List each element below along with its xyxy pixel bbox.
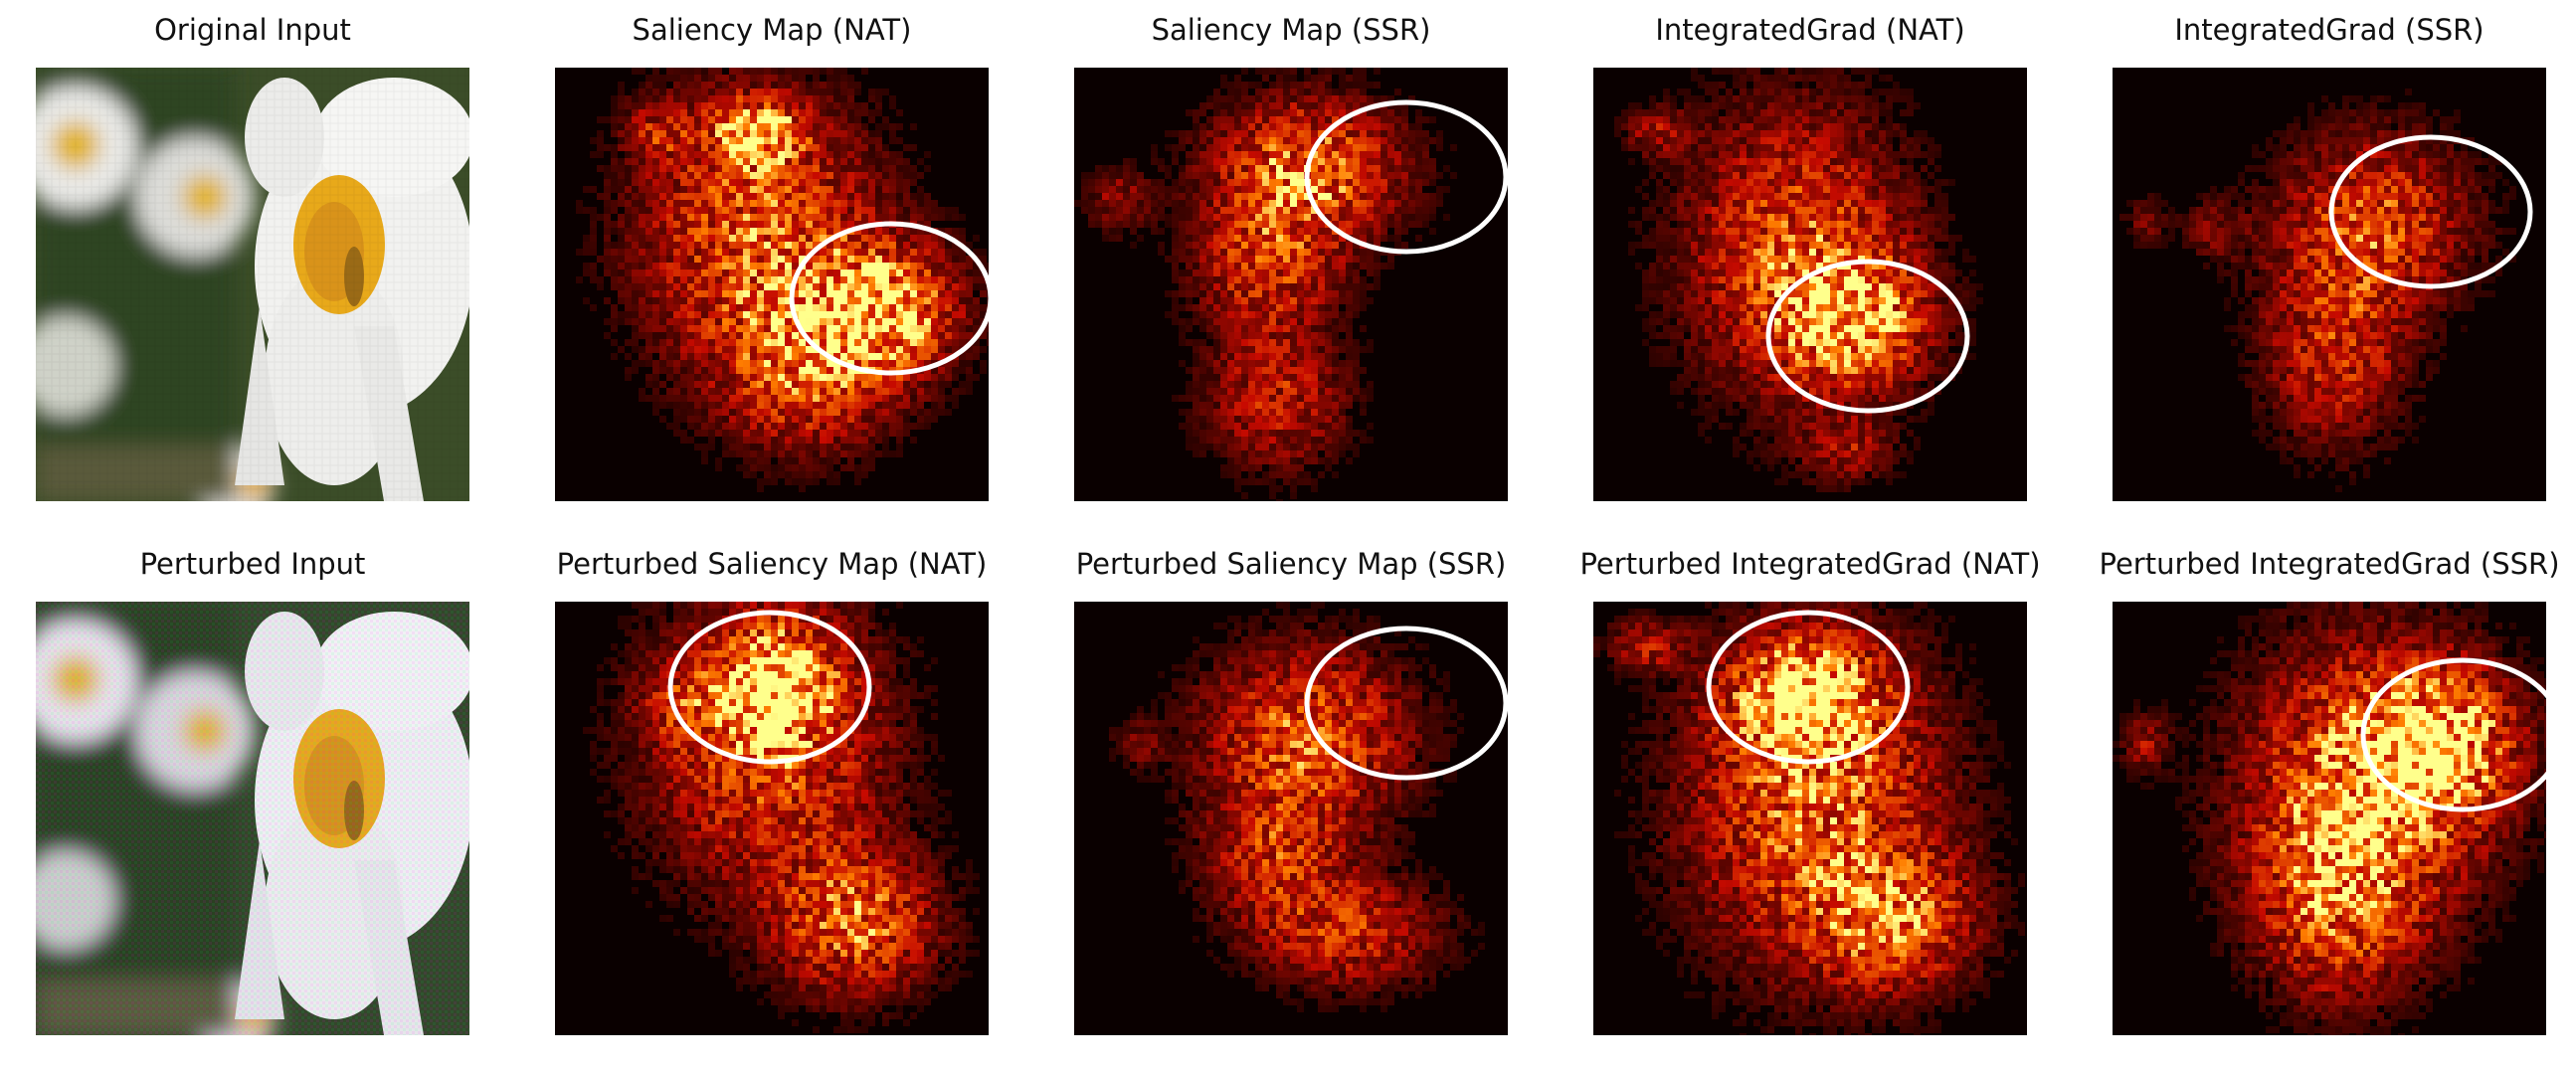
heatmap-cells bbox=[1074, 68, 1457, 501]
perturbed-saliency-ssr-heatmap bbox=[1074, 602, 1508, 1035]
panel-title: Saliency Map (SSR) bbox=[1151, 13, 1431, 47]
integratedgrad-ssr-heatmap bbox=[2113, 68, 2546, 501]
original-input-image bbox=[36, 68, 469, 501]
perturbed-integratedgrad-ssr-heatmap bbox=[2113, 602, 2546, 1035]
annotation-ellipse bbox=[1304, 99, 1508, 255]
annotation-ellipse bbox=[667, 610, 872, 765]
annotation-ellipse bbox=[2360, 657, 2546, 812]
annotation-ellipse bbox=[1706, 610, 1911, 765]
integratedgrad-nat-heatmap bbox=[1593, 68, 2027, 501]
heatmap-cells bbox=[1614, 68, 1983, 492]
annotation-ellipse bbox=[2328, 134, 2533, 289]
perturbed-integratedgrad-nat-heatmap bbox=[1593, 602, 2027, 1035]
panel-title: Original Input bbox=[154, 13, 351, 47]
panel-title: Perturbed IntegratedGrad (SSR) bbox=[2099, 547, 2560, 581]
annotation-ellipse bbox=[789, 221, 989, 376]
heatmap-cells bbox=[1109, 602, 1485, 1012]
heatmap-canvas bbox=[555, 602, 989, 1035]
saliency-ssr-heatmap bbox=[1074, 68, 1508, 501]
heatmap-cells bbox=[583, 602, 980, 1033]
heatmap-cells bbox=[576, 68, 989, 492]
heatmap-canvas bbox=[1074, 68, 1508, 501]
heatmap-canvas bbox=[1593, 68, 2027, 501]
panel-title: IntegratedGrad (NAT) bbox=[1655, 13, 1965, 47]
panel-title: Perturbed Input bbox=[139, 547, 366, 581]
heatmap-canvas bbox=[555, 68, 989, 501]
panel-title: Saliency Map (NAT) bbox=[632, 13, 912, 47]
annotation-ellipse bbox=[1765, 259, 1970, 414]
annotation-ellipse bbox=[1304, 626, 1508, 781]
heatmap-cells bbox=[2113, 602, 2546, 1035]
perturbed-input-image bbox=[36, 602, 469, 1035]
saliency-nat-heatmap bbox=[555, 68, 989, 501]
heatmap-canvas bbox=[1074, 602, 1508, 1035]
panel-title: Perturbed Saliency Map (SSR) bbox=[1075, 547, 1507, 581]
heatmap-canvas bbox=[2113, 602, 2546, 1035]
panel-title: Perturbed IntegratedGrad (NAT) bbox=[1579, 547, 2041, 581]
heatmap-canvas bbox=[2113, 68, 2546, 501]
perturbed-saliency-nat-heatmap bbox=[555, 602, 989, 1035]
heatmap-canvas bbox=[1593, 602, 2027, 1035]
panel-title: IntegratedGrad (SSR) bbox=[2174, 13, 2484, 47]
panel-title: Perturbed Saliency Map (NAT) bbox=[556, 547, 988, 581]
